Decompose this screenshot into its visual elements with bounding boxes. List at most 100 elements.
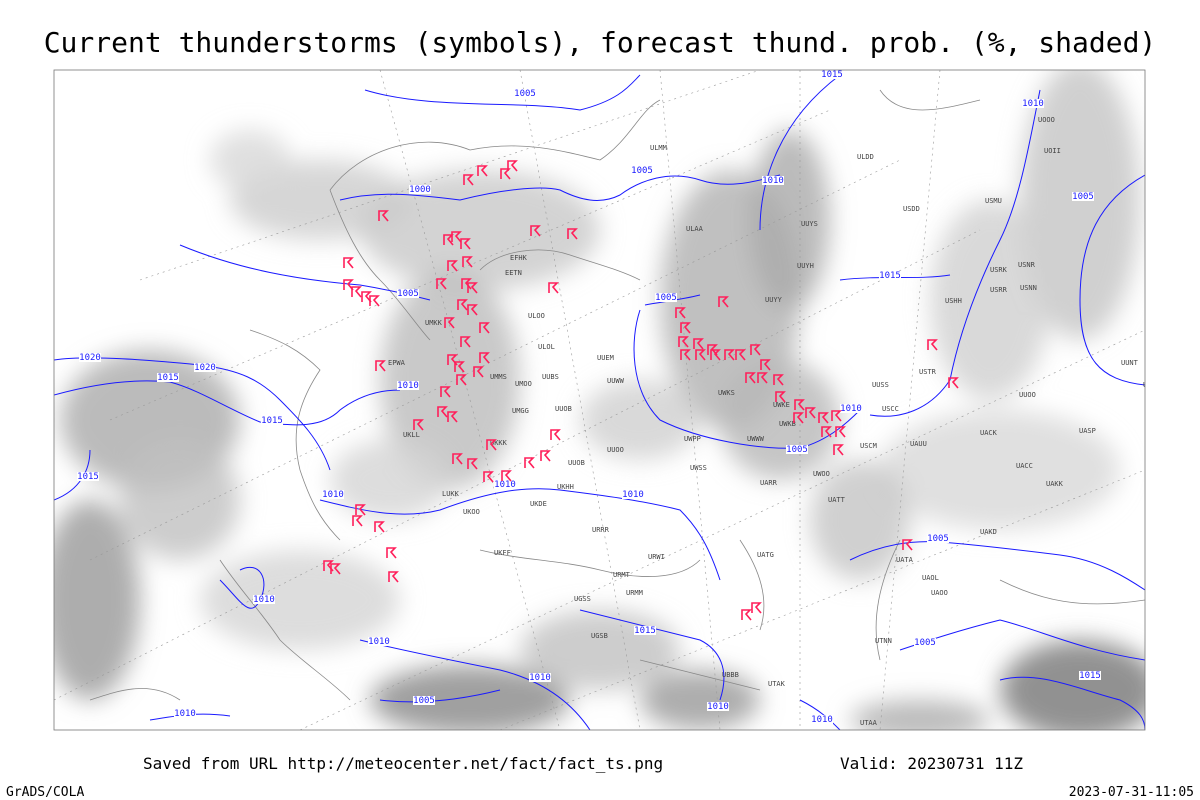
thunderstorm-symbol (757, 372, 768, 384)
isobar-label: 1005 (927, 534, 949, 544)
station-code: UUNT (1121, 359, 1139, 367)
station-code: UKDE (530, 500, 547, 508)
station-code: UUOB (568, 459, 585, 467)
thunderstorm-symbol (718, 296, 729, 308)
thunderstorm-symbol (460, 336, 471, 348)
coastlines (89, 89, 1145, 701)
station-code: UTAA (860, 719, 878, 727)
isobar-label-bg (529, 673, 551, 682)
station-code: UTNN (875, 637, 892, 645)
thunderstorm-symbol (948, 377, 959, 389)
isobar-label: 1010 (1022, 99, 1044, 109)
isobar-label: 1010 (368, 637, 390, 647)
isobar-label: 1010 (622, 490, 644, 500)
station-code: UUWW (607, 377, 625, 385)
station-code: UWKB (779, 420, 796, 428)
station-code: UWWW (747, 435, 765, 443)
thunderstorm-symbol (821, 426, 832, 438)
station-code: USCC (882, 405, 899, 413)
shade-area (360, 170, 600, 290)
thunderstorm-symbol (457, 299, 468, 311)
shade-area (880, 410, 1120, 530)
station-code: UKOO (463, 508, 480, 516)
isobar-label-bg (927, 534, 949, 543)
station-code: ULAA (686, 225, 704, 233)
isobar-label: 1010 (322, 490, 344, 500)
isobar-label-bg (79, 353, 101, 362)
isobar-label-bg (77, 472, 99, 481)
isobar-label-bg (655, 293, 677, 302)
station-code: USNR (1018, 261, 1036, 269)
station-code: URRR (592, 526, 610, 534)
thunderstorm-symbol (440, 386, 451, 398)
isobar-label: 1010 (397, 381, 419, 391)
thunderstorm-symbol (437, 406, 448, 418)
isobar-label-bg (914, 638, 936, 647)
isobar-label: 1005 (786, 445, 808, 455)
isobar-label: 1005 (631, 166, 653, 176)
isobar-label-bg (322, 490, 344, 499)
station-code: USRR (990, 286, 1008, 294)
station-code: UUYY (765, 296, 783, 304)
thunderstorm-symbol (374, 521, 385, 533)
thunderstorm-symbol (540, 450, 551, 462)
isobar-label: 1000 (409, 185, 431, 195)
shade-area (810, 460, 910, 580)
thunderstorm-symbol (710, 349, 721, 361)
station-code: LUKK (442, 490, 460, 498)
station-code: UACK (980, 429, 998, 437)
isobar-label-bg (762, 176, 784, 185)
station-code: UAUU (910, 440, 927, 448)
thunderstorm-symbol (369, 295, 380, 307)
station-code: UUOO (607, 446, 624, 454)
shade-area (720, 360, 840, 480)
station-code: EPWA (388, 359, 406, 367)
isobar-label-bg (840, 404, 862, 413)
thunderstorm-symbol (479, 352, 490, 364)
map-labels: 1015 1005 1010 1000 1005 1010 1005 1015 1005 1005… (77, 70, 1145, 727)
thunderstorm-symbol (355, 504, 366, 516)
shade-area (370, 665, 570, 730)
station-code: UAOO (931, 589, 948, 597)
isobar-label-bg (811, 715, 833, 724)
shade-area (1000, 640, 1145, 730)
thunderstorm-symbol (452, 453, 463, 465)
station-code: EETN (505, 269, 522, 277)
station-code: UWSS (690, 464, 707, 472)
isobar-label: 1015 (157, 373, 179, 383)
probability-shading (54, 70, 1145, 730)
thunderstorm-symbol (413, 419, 424, 431)
isobar-label-bg (194, 363, 216, 372)
thunderstorm-symbol (463, 174, 474, 186)
isobar-label-bg (821, 70, 843, 79)
thunderstorm-symbol (462, 256, 473, 268)
thunderstorm-symbol (751, 602, 762, 614)
isobar-label-bg (514, 89, 536, 98)
thunderstorm-symbol (447, 354, 458, 366)
thunderstorm-symbol (773, 374, 784, 386)
thunderstorm-symbol (378, 210, 389, 222)
station-code: UOII (1044, 147, 1061, 155)
shade-area (200, 550, 400, 650)
station-code: UWOO (813, 470, 830, 478)
thunderstorm-symbol (447, 411, 458, 423)
thunderstorm-symbol (351, 286, 362, 298)
thunderstorm-symbol (451, 231, 462, 243)
station-code: UGSS (574, 595, 591, 603)
isobar-label-bg (494, 480, 516, 489)
isobar-label: 1005 (655, 293, 677, 303)
isobar-label-bg (707, 702, 729, 711)
station-code: USCM (860, 442, 877, 450)
source-url: Saved from URL http://meteocenter.net/fa… (143, 754, 663, 773)
valid-time: Valid: 20230731 11Z (840, 754, 1023, 773)
thunderstorm-symbol (375, 360, 386, 372)
station-code: UOOO (1038, 116, 1055, 124)
thunderstorm-symbol (735, 349, 746, 361)
credit: GrADS/COLA (6, 785, 84, 800)
isobar-label-bg (634, 626, 656, 635)
thunderstorm-symbol (323, 560, 334, 572)
isobar-label: 1020 (79, 353, 101, 363)
isobar-label: 1005 (397, 289, 419, 299)
thunderstorm-symbol (330, 563, 341, 575)
shade-area (120, 440, 240, 560)
